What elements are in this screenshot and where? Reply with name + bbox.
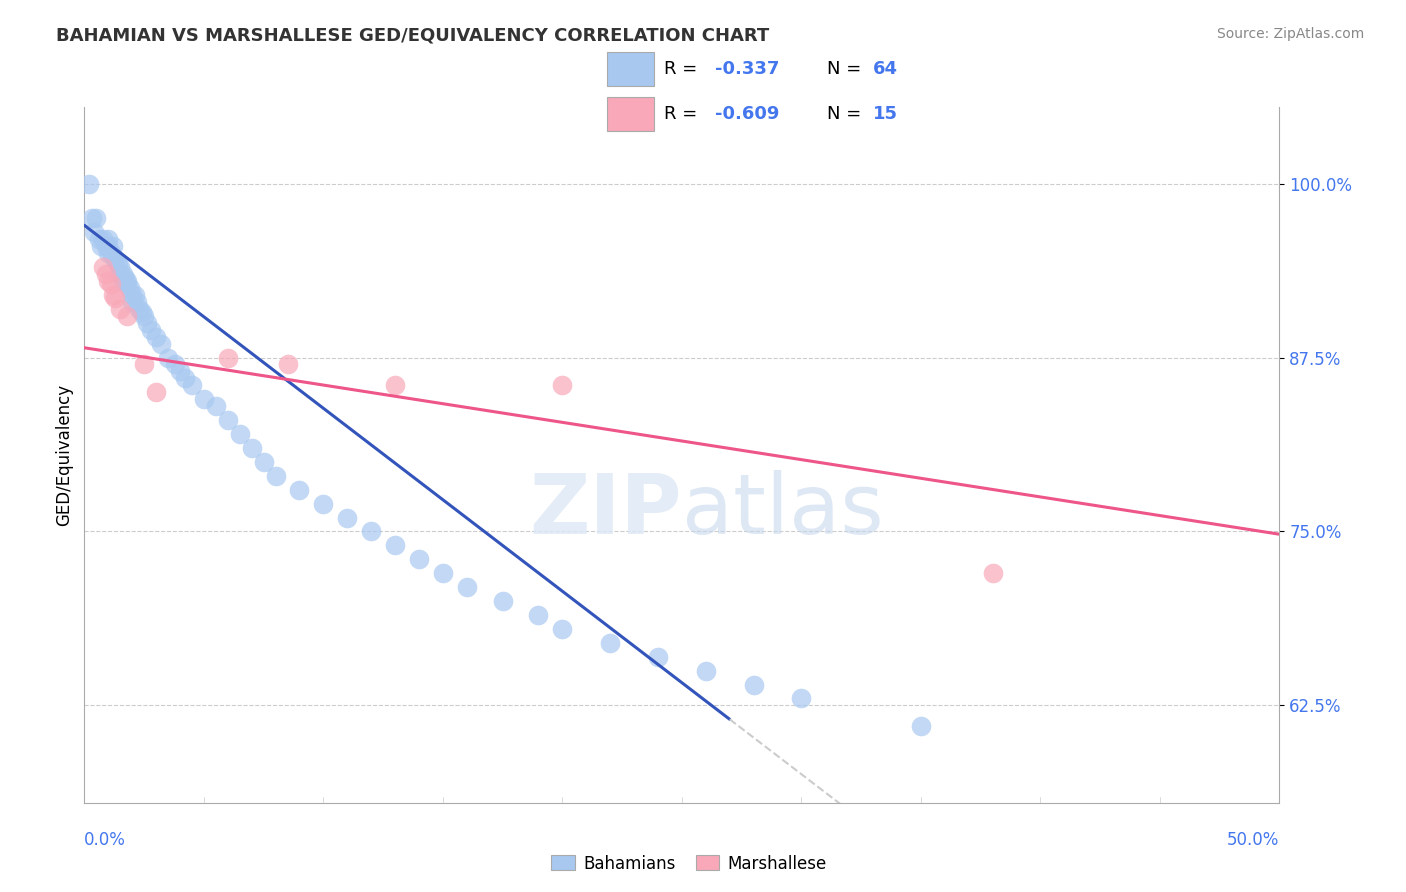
Point bbox=[87, 232, 110, 246]
Point bbox=[132, 309, 156, 323]
Point bbox=[288, 483, 311, 497]
Point bbox=[80, 211, 103, 226]
Point bbox=[110, 260, 132, 274]
Point bbox=[94, 267, 117, 281]
Point bbox=[647, 649, 669, 664]
Point bbox=[551, 378, 574, 392]
Point bbox=[165, 358, 187, 372]
Point bbox=[276, 358, 298, 372]
Point bbox=[384, 538, 406, 552]
Point bbox=[110, 301, 132, 316]
Point bbox=[110, 267, 132, 281]
Point bbox=[173, 371, 195, 385]
Point bbox=[193, 392, 215, 407]
Point bbox=[97, 239, 120, 253]
Point bbox=[551, 622, 574, 636]
Point bbox=[360, 524, 382, 539]
Text: R =: R = bbox=[664, 60, 703, 78]
Text: 50.0%: 50.0% bbox=[1227, 830, 1279, 848]
Point bbox=[312, 497, 335, 511]
Point bbox=[253, 455, 276, 469]
Point bbox=[695, 664, 717, 678]
Point bbox=[264, 468, 287, 483]
Point bbox=[527, 607, 550, 622]
Point bbox=[145, 329, 167, 343]
Point bbox=[100, 246, 122, 260]
Point bbox=[408, 552, 430, 566]
Point bbox=[132, 358, 156, 372]
Y-axis label: GED/Equivalency: GED/Equivalency bbox=[55, 384, 73, 526]
Point bbox=[97, 232, 120, 246]
Text: 0.0%: 0.0% bbox=[84, 830, 127, 848]
Bar bbox=[607, 52, 654, 86]
Point bbox=[145, 385, 167, 400]
Point bbox=[101, 288, 124, 302]
Point bbox=[124, 288, 146, 302]
Point bbox=[240, 441, 263, 455]
Point bbox=[107, 257, 129, 271]
Point bbox=[93, 232, 115, 246]
Point bbox=[101, 239, 124, 253]
Point bbox=[121, 294, 143, 309]
Text: -0.609: -0.609 bbox=[716, 105, 779, 123]
Point bbox=[790, 691, 813, 706]
Point bbox=[94, 239, 117, 253]
Point bbox=[135, 316, 157, 330]
Point bbox=[111, 267, 134, 281]
Point bbox=[100, 277, 122, 291]
Point bbox=[128, 301, 150, 316]
Text: 15: 15 bbox=[873, 105, 898, 123]
Point bbox=[157, 351, 180, 365]
Point bbox=[84, 211, 107, 226]
Point bbox=[336, 510, 359, 524]
Point bbox=[104, 253, 127, 268]
Point bbox=[104, 291, 127, 305]
Point bbox=[141, 323, 163, 337]
Point bbox=[742, 677, 765, 691]
Point bbox=[118, 281, 141, 295]
Point bbox=[217, 413, 239, 427]
Point bbox=[131, 304, 153, 318]
Point bbox=[228, 427, 252, 442]
Point bbox=[97, 274, 120, 288]
Point bbox=[121, 288, 143, 302]
Point bbox=[97, 246, 120, 260]
Text: BAHAMIAN VS MARSHALLESE GED/EQUIVALENCY CORRELATION CHART: BAHAMIAN VS MARSHALLESE GED/EQUIVALENCY … bbox=[56, 27, 769, 45]
Point bbox=[114, 271, 136, 285]
Point bbox=[117, 274, 139, 288]
Point bbox=[111, 274, 134, 288]
Legend: Bahamians, Marshallese: Bahamians, Marshallese bbox=[544, 848, 834, 880]
Point bbox=[492, 594, 515, 608]
Point bbox=[599, 636, 621, 650]
Point bbox=[910, 719, 932, 733]
Point bbox=[149, 336, 172, 351]
Point bbox=[125, 294, 148, 309]
Point bbox=[77, 177, 100, 191]
Point bbox=[90, 239, 112, 253]
Point bbox=[101, 249, 124, 263]
Point bbox=[117, 277, 139, 291]
Point bbox=[117, 309, 139, 323]
Text: Source: ZipAtlas.com: Source: ZipAtlas.com bbox=[1216, 27, 1364, 41]
Text: ZIP: ZIP bbox=[530, 470, 682, 551]
Point bbox=[456, 580, 478, 594]
Point bbox=[180, 378, 202, 392]
Point bbox=[83, 225, 105, 239]
Text: N =: N = bbox=[827, 105, 866, 123]
Bar bbox=[607, 97, 654, 131]
Text: atlas: atlas bbox=[682, 470, 883, 551]
Text: N =: N = bbox=[827, 60, 866, 78]
Point bbox=[384, 378, 406, 392]
Text: -0.337: -0.337 bbox=[716, 60, 779, 78]
Point bbox=[217, 351, 239, 365]
Text: R =: R = bbox=[664, 105, 703, 123]
Point bbox=[205, 399, 228, 413]
Text: 64: 64 bbox=[873, 60, 898, 78]
Point bbox=[93, 260, 115, 274]
Point bbox=[432, 566, 454, 581]
Point bbox=[981, 566, 1004, 581]
Point bbox=[169, 364, 191, 378]
